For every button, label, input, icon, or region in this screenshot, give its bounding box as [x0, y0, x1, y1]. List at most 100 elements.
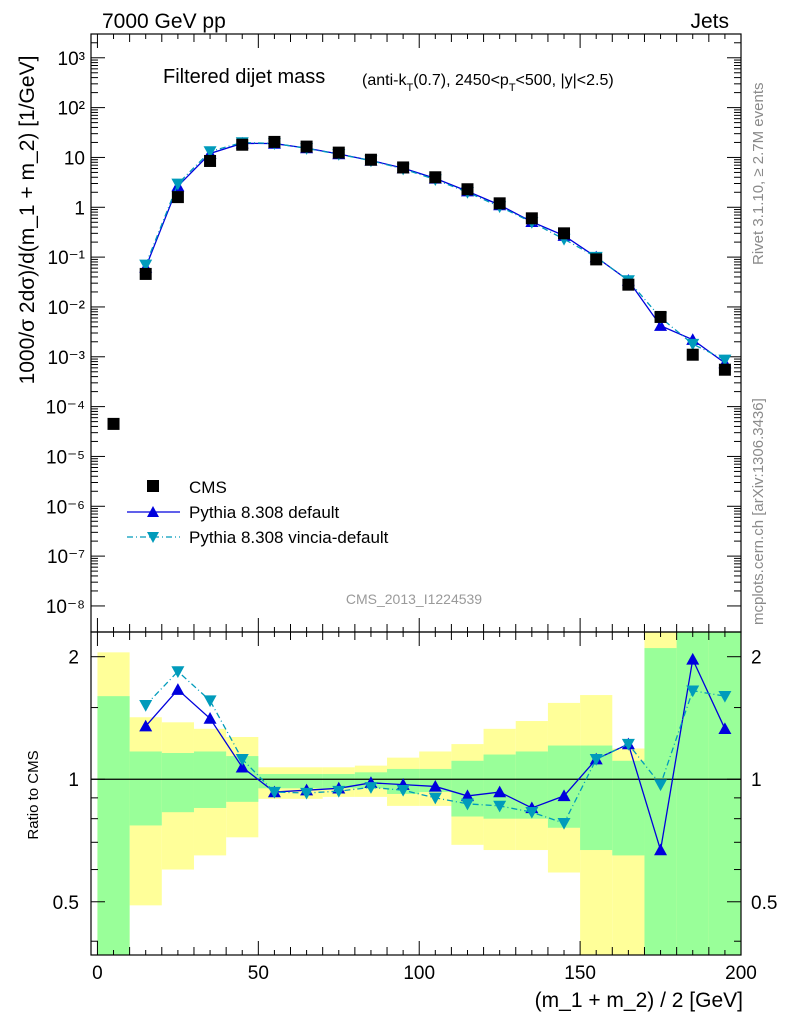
x-tick-label: 200: [725, 963, 757, 984]
main-series-point: [203, 146, 217, 158]
band-green: [708, 632, 741, 955]
ratio-series-point: [589, 754, 603, 766]
chart-title: Filtered dijet mass: [163, 66, 325, 88]
ratio-series-point: [396, 784, 410, 797]
band-green: [258, 774, 291, 789]
cms-point: [171, 191, 184, 204]
y-axis-label: 1000/σ 2dσ)/d(m_1 + m_2) [1/GeV]: [16, 56, 39, 385]
ratio-series-point: [493, 800, 507, 813]
cms-point: [718, 363, 731, 376]
ratio-y-label: Ratio to CMS: [25, 750, 42, 839]
ratio-series-point: [139, 700, 153, 712]
ratio-series-point: [686, 685, 700, 698]
band-green: [644, 648, 677, 955]
ratio-y-tick-label-right: 0.5: [751, 893, 777, 914]
header-left: 7000 GeV pp: [102, 10, 226, 33]
band-green: [129, 751, 162, 826]
ratio-series-point: [428, 792, 442, 805]
header-right: Jets: [690, 10, 729, 33]
x-tick-label: 100: [403, 963, 435, 984]
ratio-series-point: [203, 712, 217, 724]
y-tick-label: 10⁻⁴: [46, 398, 85, 419]
ratio-series-point: [557, 817, 571, 830]
band-green: [322, 774, 355, 789]
axes-layer: 10⁻⁸10⁻⁷10⁻⁶10⁻⁵10⁻⁴10⁻³10⁻²10⁻¹11010²10…: [46, 33, 777, 984]
ratio-series-point: [493, 785, 507, 798]
band-green: [161, 753, 194, 813]
legend: CMS Pythia 8.308 default Pythia 8.308 vi…: [127, 478, 389, 547]
y-tick-label: 10³: [58, 49, 85, 70]
legend-pythia-label: Pythia 8.308 default: [189, 503, 340, 522]
ratio-series-point: [654, 779, 668, 792]
cms-point: [590, 253, 603, 266]
cms-point: [364, 153, 377, 166]
ratio-y-tick-label: 1: [68, 770, 79, 791]
x-tick-label: 0: [92, 963, 103, 984]
ratio-series-point: [300, 787, 314, 800]
ratio-y-tick-label-right: 1: [751, 770, 762, 791]
legend-cms-marker: [147, 480, 159, 492]
x-axis-label: (m_1 + m_2) / 2 [GeV]: [535, 989, 743, 1012]
cms-point: [558, 227, 571, 240]
ratio-series-point: [364, 782, 378, 794]
ratio-series-point: [525, 806, 539, 819]
band-green: [612, 760, 645, 856]
cms-point: [300, 140, 313, 153]
band-green: [290, 774, 323, 789]
cms-point: [268, 135, 281, 148]
cms-point: [686, 348, 699, 361]
ratio-series-point: [332, 785, 346, 798]
ratio-y-tick-label-right: 2: [751, 648, 762, 669]
cms-point: [107, 417, 120, 430]
x-tick-label: 150: [564, 963, 596, 984]
y-tick-label: 10⁻³: [48, 348, 86, 369]
cms-point: [493, 197, 506, 210]
y-tick-label: 10⁻⁷: [47, 547, 85, 568]
cms-point: [236, 138, 249, 151]
bands-layer: [97, 632, 741, 955]
y-tick-label: 10⁻²: [48, 298, 86, 319]
legend-vincia-marker: [147, 532, 159, 543]
ratio-series-point: [557, 789, 571, 802]
y-tick-label: 1: [74, 198, 85, 219]
main-series-point: [718, 354, 732, 367]
legend-cms-label: CMS: [189, 478, 227, 497]
legend-pythia-marker: [147, 506, 159, 517]
ratio-series-point: [139, 719, 153, 732]
ratio-series-point: [621, 738, 635, 751]
ratio-y-tick-label: 2: [68, 648, 79, 669]
ratio-series-point: [460, 798, 474, 811]
main-series-point: [139, 259, 153, 272]
ratio-series-point: [686, 652, 700, 665]
ratio-series-point: [460, 789, 474, 802]
main-series-point: [654, 319, 668, 331]
y-tick-label: 10⁻⁶: [46, 497, 85, 518]
chart-title-suffix: (anti-kT(0.7), 2450<pT<500, |y|<2.5): [362, 72, 614, 94]
ratio-series-point: [235, 760, 249, 773]
watermark: CMS_2013_I1224539: [346, 591, 482, 607]
cms-point: [139, 267, 152, 280]
y-tick-label: 10⁻⁵: [46, 447, 85, 468]
x-tick-label: 50: [248, 963, 269, 984]
cms-point: [461, 183, 474, 196]
ratio-series-point: [171, 683, 185, 695]
legend-vincia-label: Pythia 8.308 vincia-default: [189, 528, 389, 547]
cms-point: [525, 212, 538, 225]
cms-point: [332, 146, 345, 159]
y-tick-label: 10⁻⁸: [46, 597, 85, 618]
series-layer: [107, 135, 732, 856]
cms-point: [429, 171, 442, 184]
cms-point: [204, 154, 217, 167]
band-green: [676, 632, 709, 955]
band-green: [547, 745, 581, 828]
ratio-series-point: [267, 786, 281, 799]
main-series-point: [171, 178, 185, 191]
ratio-series-point: [203, 695, 217, 708]
ratio-y-tick-label: 0.5: [53, 893, 79, 914]
ratio-frame: [90, 631, 742, 956]
y-tick-label: 10⁻¹: [48, 248, 86, 269]
rivet-label: Rivet 3.1.10, ≥ 2.7M events: [750, 83, 767, 266]
cms-point: [654, 310, 667, 323]
ratio-series-point: [171, 666, 185, 678]
